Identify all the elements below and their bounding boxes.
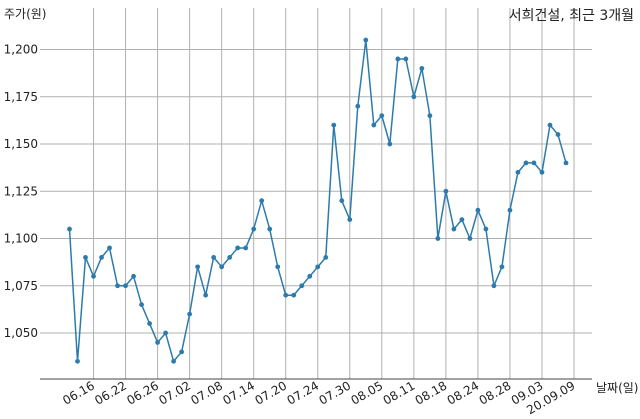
data-point	[115, 283, 120, 289]
data-point	[259, 198, 265, 204]
y-gridlines	[40, 49, 592, 334]
data-point	[419, 66, 425, 71]
x-tick-label: 07.08	[188, 378, 225, 407]
y-tick-label: 1,125	[4, 184, 38, 198]
data-point	[251, 226, 257, 232]
data-point	[203, 292, 209, 298]
x-gridlines	[93, 8, 575, 379]
data-point	[331, 122, 337, 128]
data-point	[379, 113, 385, 119]
y-tick-label: 1,150	[4, 137, 38, 151]
x-tick-label: 06.26	[124, 378, 161, 407]
data-point	[291, 292, 297, 298]
data-point	[347, 217, 353, 223]
data-point	[515, 169, 521, 175]
data-point	[547, 122, 553, 128]
series-points	[67, 37, 569, 364]
data-point	[211, 255, 217, 260]
x-tick-label: 08.11	[381, 378, 418, 407]
y-tick-label: 1,200	[4, 43, 38, 57]
data-point	[187, 311, 193, 317]
data-point	[163, 330, 168, 336]
data-point	[91, 273, 96, 279]
data-point	[123, 283, 128, 289]
data-point	[539, 169, 545, 175]
data-point	[83, 255, 88, 260]
x-tick-label: 07.14	[220, 378, 257, 407]
data-point	[147, 321, 152, 326]
data-point	[451, 226, 457, 232]
data-point	[131, 273, 136, 279]
y-tick-label: 1,050	[4, 326, 38, 340]
data-point	[523, 160, 529, 166]
data-point	[283, 292, 289, 298]
data-point	[563, 160, 569, 166]
chart-title: 서희건설, 최근 3개월	[509, 8, 634, 24]
x-tick-label: 06.16	[60, 378, 97, 407]
data-point	[483, 226, 489, 232]
data-point	[171, 358, 177, 364]
x-tick-label: 07.02	[156, 378, 193, 407]
y-tick-label: 1,175	[4, 90, 38, 104]
x-tick-label: 06.22	[92, 378, 129, 407]
data-point	[219, 264, 225, 270]
x-tick-label: 08.28	[477, 378, 514, 407]
data-point	[443, 188, 449, 194]
data-point	[235, 245, 241, 251]
data-point	[299, 283, 305, 289]
data-point	[75, 358, 80, 364]
y-tick-labels: 1,050 1,075 1,100 1,125 1,150 1,175 1,200	[4, 43, 38, 341]
data-point	[499, 264, 505, 270]
data-point	[339, 198, 345, 204]
data-point	[507, 207, 513, 213]
data-point	[363, 37, 369, 43]
x-tick-labels: 06.1606.2206.2607.0207.0807.1407.2007.24…	[60, 378, 577, 417]
data-point	[435, 236, 441, 241]
data-point	[395, 56, 401, 62]
data-point	[307, 273, 313, 279]
x-tick-label: 07.24	[284, 378, 321, 407]
data-point	[155, 340, 160, 345]
data-point	[267, 226, 273, 232]
data-point	[403, 56, 409, 62]
y-tick-label: 1,100	[4, 232, 38, 246]
data-point	[107, 245, 112, 251]
x-tick-label: 08.05	[349, 378, 386, 407]
data-point	[243, 245, 249, 251]
data-point	[139, 302, 144, 308]
x-tick-label: 07.30	[317, 378, 354, 407]
data-point	[315, 264, 321, 270]
x-axis-label: 날짜(일)	[596, 381, 638, 395]
data-point	[467, 236, 473, 241]
x-tick-label: 08.18	[413, 378, 450, 407]
data-point	[195, 264, 201, 270]
y-tick-label: 1,075	[4, 279, 38, 293]
x-tick-label: 07.20	[252, 378, 289, 407]
data-point	[411, 94, 417, 100]
data-point	[355, 103, 361, 109]
data-point	[275, 264, 281, 270]
data-point	[99, 255, 104, 260]
data-point	[459, 217, 465, 223]
data-point	[427, 113, 433, 119]
data-point	[179, 349, 185, 355]
y-axis-label: 주가(원)	[4, 7, 46, 21]
data-point	[387, 141, 393, 147]
data-point	[555, 132, 561, 137]
data-point	[67, 226, 72, 232]
data-point	[227, 255, 233, 260]
x-tick-label: 08.24	[445, 378, 482, 407]
data-point	[531, 160, 537, 166]
data-point	[491, 283, 497, 289]
data-point	[323, 255, 329, 260]
data-point	[475, 207, 481, 213]
data-point	[371, 122, 377, 128]
